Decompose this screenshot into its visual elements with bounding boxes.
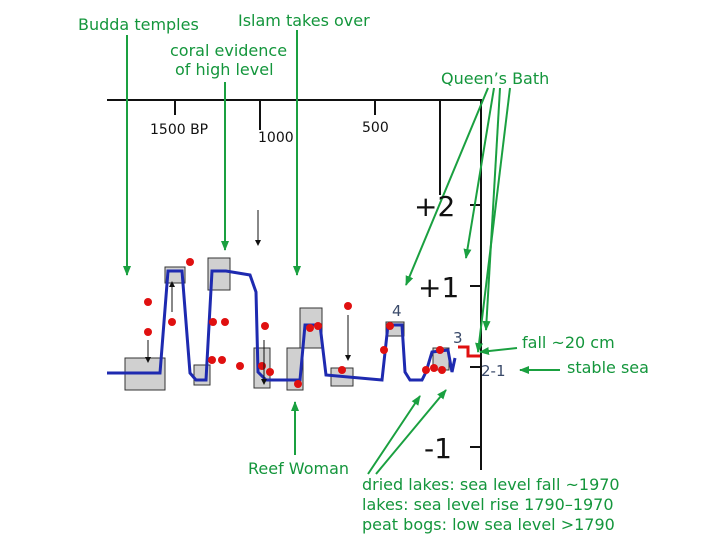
stage-label: 2-1 [481, 362, 506, 380]
range-arrows [145, 210, 351, 385]
y-label: +1 [418, 271, 459, 304]
annotation: dried lakes: sea level fall ~1970 [362, 475, 620, 494]
y-label: -1 [424, 432, 452, 465]
annotation: Islam takes over [238, 11, 370, 30]
annotation: stable sea [567, 358, 649, 377]
stage-label: 3 [453, 329, 463, 347]
x-label: 1500 BP [150, 122, 208, 138]
annotation: lakes: sea level rise 1790–1970 [362, 495, 614, 514]
annotation: Reef Woman [248, 459, 349, 478]
annotation: of high level [175, 60, 274, 79]
annotation: peat bogs: low sea level >1790 [362, 515, 615, 534]
x-label: 1000 [258, 130, 294, 146]
x-label: 500 [362, 120, 389, 136]
y-label: +2 [414, 190, 455, 223]
annotation: fall ~20 cm [522, 333, 615, 352]
annotation: coral evidence [170, 41, 287, 60]
annotation: Queen’s Bath [441, 69, 549, 88]
sea-level-curve [107, 269, 457, 382]
recent-curve [458, 345, 480, 358]
annotation-arrows [123, 30, 560, 475]
stage-label: 4 [392, 302, 402, 320]
annotation: Budda temples [78, 15, 199, 34]
data-dots [144, 258, 446, 388]
